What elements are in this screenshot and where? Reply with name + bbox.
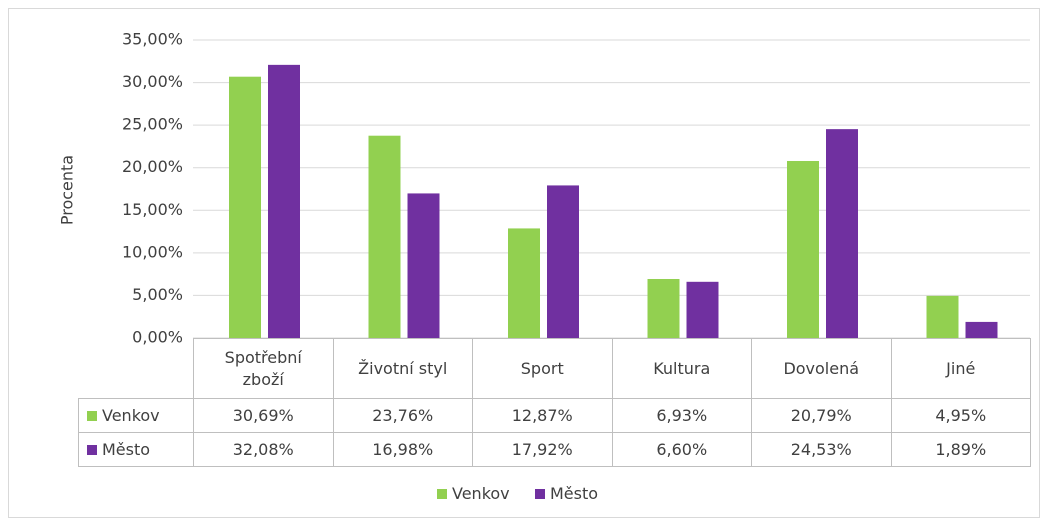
y-axis-label: Procenta [58,155,77,225]
bar [926,295,959,338]
bar [268,64,300,338]
series-cell: Město [78,432,194,467]
bar [965,321,998,338]
chart-frame [8,8,1040,518]
category-cell: Kultura [611,338,752,399]
value-cell: 23,76% [332,398,473,433]
category-cell: Sport [472,338,613,399]
legend-item: Venkov [437,484,510,503]
value-cell: 30,69% [193,398,334,433]
value-cell: 17,92% [472,432,613,467]
category-cell: Životní styl [332,338,473,399]
bar [826,129,858,338]
value-cell: 32,08% [193,432,334,467]
series-cell: Venkov [78,398,194,433]
bar [229,76,261,339]
legend-key [535,488,545,499]
y-tick-label: 25,00% [122,115,183,134]
value-cell: 20,79% [751,398,892,433]
series-name: Město [102,439,151,459]
bar [787,160,819,338]
category-cell: Spotřební zboží [193,338,334,399]
bar [686,281,719,338]
y-tick-label: 30,00% [122,72,183,91]
category-cell: Dovolená [751,338,892,399]
category-cell: Jiné [890,338,1031,399]
bar [547,185,579,338]
y-tick-label: 35,00% [122,30,183,49]
bar [407,193,440,338]
value-cell: 1,89% [890,432,1031,467]
value-cell: 6,93% [611,398,752,433]
value-cell: 24,53% [751,432,892,467]
y-tick-label: 20,00% [122,157,183,176]
legend-label: Venkov [452,484,510,503]
value-cell: 16,98% [332,432,473,467]
legend-key [87,410,97,421]
legend-key [437,488,447,499]
value-cell: 6,60% [611,432,752,467]
value-cell: 4,95% [890,398,1031,433]
series-name: Venkov [102,405,160,425]
y-tick-label: 15,00% [122,200,183,219]
bar [508,228,540,338]
y-tick-label: 5,00% [132,285,183,304]
legend-key [87,444,97,455]
value-cell: 12,87% [472,398,613,433]
y-tick-label: 10,00% [122,242,183,261]
bar [647,278,680,338]
legend-label: Město [550,484,599,503]
bar [368,135,401,338]
y-tick-label: 0,00% [132,328,183,347]
legend-item: Město [535,484,598,503]
